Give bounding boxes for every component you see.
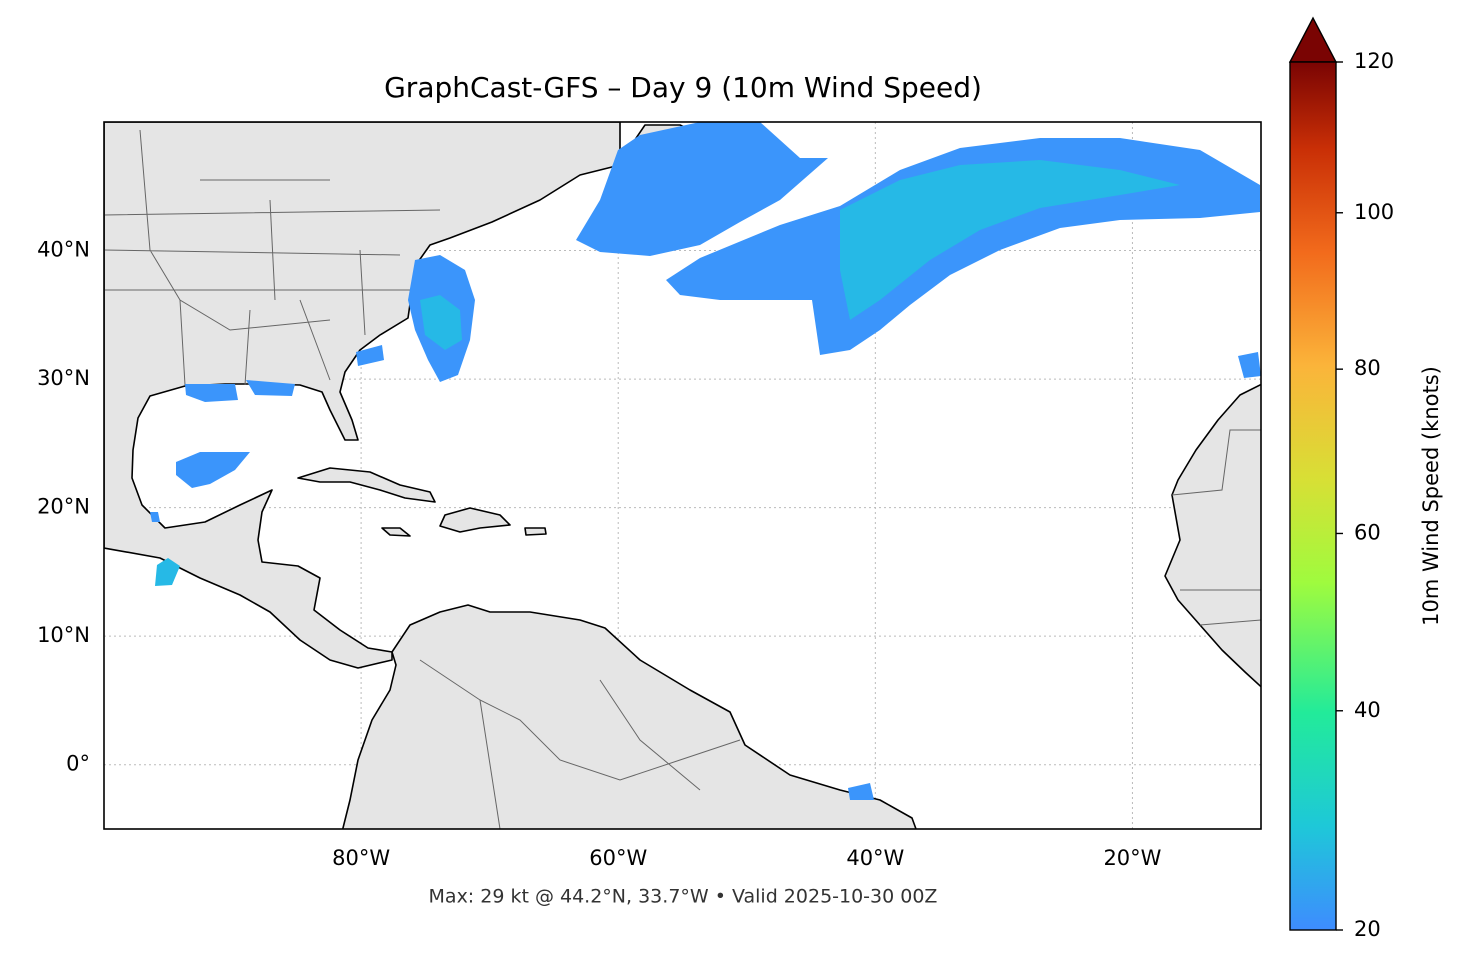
map-frame (103, 121, 1262, 830)
y-tick-label: 0° (66, 752, 90, 776)
axis-ticks: 80°W 60°W 40°W 20°W 0° 10°N 20°N 30°N 40°N (37, 238, 1162, 870)
map-area (104, 122, 1261, 829)
colorbar-label: 10m Wind Speed (knots) (1419, 366, 1443, 626)
x-tick-label: 60°W (589, 846, 647, 870)
puerto-rico (524, 527, 547, 536)
map-title: GraphCast-GFS – Day 9 (10m Wind Speed) (384, 71, 982, 104)
colorbar-extend (1288, 16, 1338, 63)
colorbar-tick-label: 100 (1354, 200, 1394, 224)
y-tick-label: 20°N (37, 495, 90, 519)
colorbar-tick-label: 120 (1354, 49, 1394, 73)
colorbar: 20 40 60 80 100 120 (1288, 16, 1394, 941)
x-tick-label: 80°W (332, 846, 390, 870)
y-tick-label: 10°N (37, 623, 90, 647)
map-footer: Max: 29 kt @ 44.2°N, 33.7°W • Valid 2025… (429, 886, 938, 908)
y-tick-label: 40°N (37, 238, 90, 262)
hispaniola (439, 507, 511, 533)
x-tick-label: 20°W (1103, 846, 1161, 870)
wind-field (150, 122, 1261, 800)
cuba (297, 467, 436, 503)
colorbar-bar (1289, 61, 1337, 931)
jamaica (381, 527, 411, 537)
y-tick-label: 30°N (37, 366, 90, 390)
colorbar-tick-label: 60 (1354, 520, 1381, 544)
colorbar-tick-label: 40 (1354, 698, 1381, 722)
south-america (341, 604, 917, 829)
africa (1164, 383, 1261, 688)
colorbar-tick-label: 80 (1354, 356, 1381, 380)
colorbar-tick-label: 20 (1354, 917, 1381, 941)
borders (104, 129, 1261, 829)
x-tick-label: 40°W (846, 846, 904, 870)
